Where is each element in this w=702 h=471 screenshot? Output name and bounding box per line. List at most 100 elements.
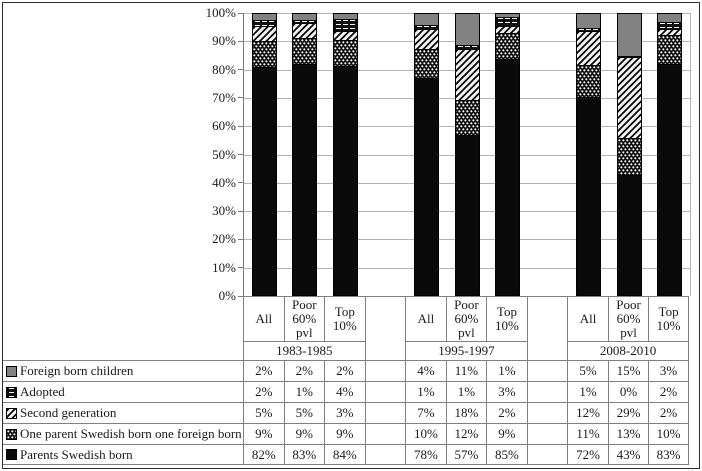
spacer-cell <box>526 444 568 465</box>
bar-segment <box>251 41 277 68</box>
value-cell: 57% <box>445 444 487 465</box>
value-cell: 2% <box>243 381 284 402</box>
y-axis-label: 40% <box>212 174 236 190</box>
bar-segment <box>616 138 642 176</box>
value-cell: 2% <box>648 402 689 423</box>
bar-segment <box>576 13 602 29</box>
bar-segment <box>332 13 358 21</box>
series-name: One parent Swedish born one foreign born <box>20 426 242 442</box>
value-cell: 83% <box>283 444 325 465</box>
bar-segment <box>495 59 521 297</box>
bar-segment <box>332 66 358 296</box>
stacked-bar <box>413 13 439 296</box>
bar-segment <box>576 28 602 33</box>
y-axis-label: 20% <box>212 231 236 247</box>
bar-segment <box>251 27 277 42</box>
legend-swatch-icon <box>6 428 17 440</box>
spacer-cell <box>526 296 568 360</box>
y-axis-tick <box>238 154 243 155</box>
value-cell: 3% <box>648 360 689 381</box>
bar-segment <box>616 175 642 296</box>
y-axis-tick <box>238 69 243 71</box>
summary-table: All Poor 60% pvl Top 10% 1983-1985 All Poor 6… <box>3 296 689 465</box>
bar-segment <box>332 32 358 42</box>
value-cell: 13% <box>607 423 649 444</box>
value-cell: 2% <box>324 360 365 381</box>
stacked-bar <box>292 13 318 296</box>
y-axis-tick <box>238 210 243 212</box>
bar-segment <box>292 13 318 21</box>
value-cell: 5% <box>243 402 284 423</box>
value-cell: 0% <box>607 381 649 402</box>
value-cell: 5% <box>567 360 608 381</box>
value-cell: 78% <box>405 444 446 465</box>
spacer-cell <box>364 360 406 381</box>
spacer-cell <box>364 381 406 402</box>
spacer-cell <box>364 296 406 360</box>
value-cell: 18% <box>445 402 487 423</box>
legend-swatch-icon <box>6 365 17 377</box>
bar-segment <box>332 41 358 67</box>
bar-segment <box>292 65 318 296</box>
stacked-bar <box>616 13 642 296</box>
bar-segment <box>495 17 521 28</box>
legend-swatch-icon <box>6 449 17 460</box>
value-cell: 2% <box>283 360 325 381</box>
bar-segment <box>495 27 521 34</box>
y-axis-label: 10% <box>212 259 236 275</box>
value-cell: 15% <box>607 360 649 381</box>
bar-segment <box>251 20 277 28</box>
series-name: Adopted <box>20 384 65 400</box>
y-axis-tick <box>238 12 243 14</box>
value-cell: 1% <box>405 381 446 402</box>
column-header: Top 10% <box>486 296 527 341</box>
value-cell: 3% <box>486 381 527 402</box>
column-header: All <box>405 296 446 341</box>
y-axis-tick <box>238 238 243 240</box>
series-name: Second generation <box>20 405 117 421</box>
value-cell: 29% <box>607 402 649 423</box>
bar-segment <box>616 57 642 139</box>
bar-segment <box>251 67 277 297</box>
value-cell: 85% <box>486 444 527 465</box>
plot-area <box>238 12 691 297</box>
value-cell: 11% <box>445 360 487 381</box>
legend-swatch-icon <box>6 407 17 419</box>
bar-segment <box>454 49 480 101</box>
bar-segment <box>657 23 683 30</box>
value-cell: 2% <box>486 402 527 423</box>
column-header: Poor 60% pvl <box>445 296 487 341</box>
value-cell: 1% <box>486 360 527 381</box>
bar-segment <box>576 32 602 67</box>
bar-segment <box>454 13 480 46</box>
y-axis-tick <box>238 182 243 184</box>
value-cell: 1% <box>567 381 608 402</box>
y-axis-tick <box>238 125 243 127</box>
legend-row-label: Foreign born children <box>3 360 243 381</box>
y-axis-label: 60% <box>212 118 236 134</box>
spacer-cell <box>526 423 568 444</box>
value-cell: 12% <box>567 402 608 423</box>
stacked-bar <box>657 13 683 297</box>
spacer-cell <box>364 423 406 444</box>
bar-segment <box>657 29 683 37</box>
bar-segment <box>576 97 602 297</box>
value-cell: 9% <box>324 423 365 444</box>
column-header: Top 10% <box>324 296 365 341</box>
bar-segment <box>413 13 439 27</box>
value-cell: 12% <box>445 423 487 444</box>
value-cell: 3% <box>324 402 365 423</box>
y-axis-tick <box>238 40 243 42</box>
value-cell: 9% <box>486 423 527 444</box>
value-cell: 43% <box>607 444 649 465</box>
spacer-cell <box>526 381 568 402</box>
value-cell: 2% <box>243 360 284 381</box>
legend-row-label: Parents Swedish born <box>3 444 243 465</box>
legend-row-label: Second generation <box>3 402 243 423</box>
value-cell: 82% <box>243 444 284 465</box>
stacked-bar <box>495 13 521 297</box>
spacer-cell <box>526 402 568 423</box>
value-cell: 72% <box>567 444 608 465</box>
bar-segment <box>657 36 683 66</box>
value-cell: 83% <box>648 444 689 465</box>
